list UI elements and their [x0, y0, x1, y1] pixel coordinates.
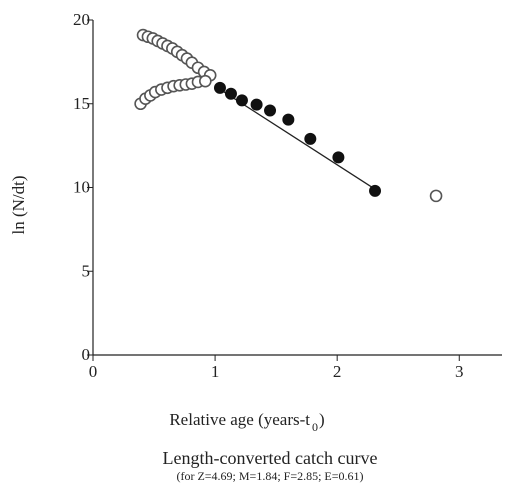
filled-data-point — [235, 94, 248, 107]
x-tick-label: 2 — [333, 362, 342, 381]
x-axis-label-end: ) — [319, 410, 325, 429]
x-tick-label: 0 — [89, 362, 98, 381]
chart-title: Length-converted catch curve — [163, 448, 378, 468]
chart-subtitle: (for Z=4.69; M=1.84; F=2.85; E=0.61) — [176, 469, 363, 483]
y-tick-label: 5 — [82, 261, 91, 280]
y-tick-label: 15 — [73, 94, 90, 113]
filled-data-point — [282, 113, 295, 126]
filled-data-point — [332, 151, 345, 164]
filled-data-point — [213, 81, 226, 94]
x-tick-label: 3 — [455, 362, 464, 381]
filled-data-point — [250, 98, 263, 111]
tick-group: 0 5 10 15 20 0 1 2 3 — [73, 10, 464, 381]
filled-data-point — [224, 87, 237, 100]
open-data-point — [429, 189, 443, 203]
x-axis-label: Relative age (years-t — [169, 410, 310, 429]
y-tick-label: 10 — [73, 178, 90, 197]
x-axis-label-subscript: 0 — [312, 420, 318, 434]
axes — [92, 20, 502, 356]
open-data-point — [199, 74, 212, 88]
data-points — [134, 28, 443, 203]
filled-data-point — [304, 132, 317, 145]
y-tick-label: 20 — [73, 10, 90, 29]
filled-data-point — [369, 184, 382, 197]
y-tick-label: 0 — [82, 345, 91, 364]
y-axis-label: ln (N/dt) — [9, 175, 28, 234]
x-tick-label: 1 — [211, 362, 220, 381]
filled-data-point — [264, 104, 277, 117]
